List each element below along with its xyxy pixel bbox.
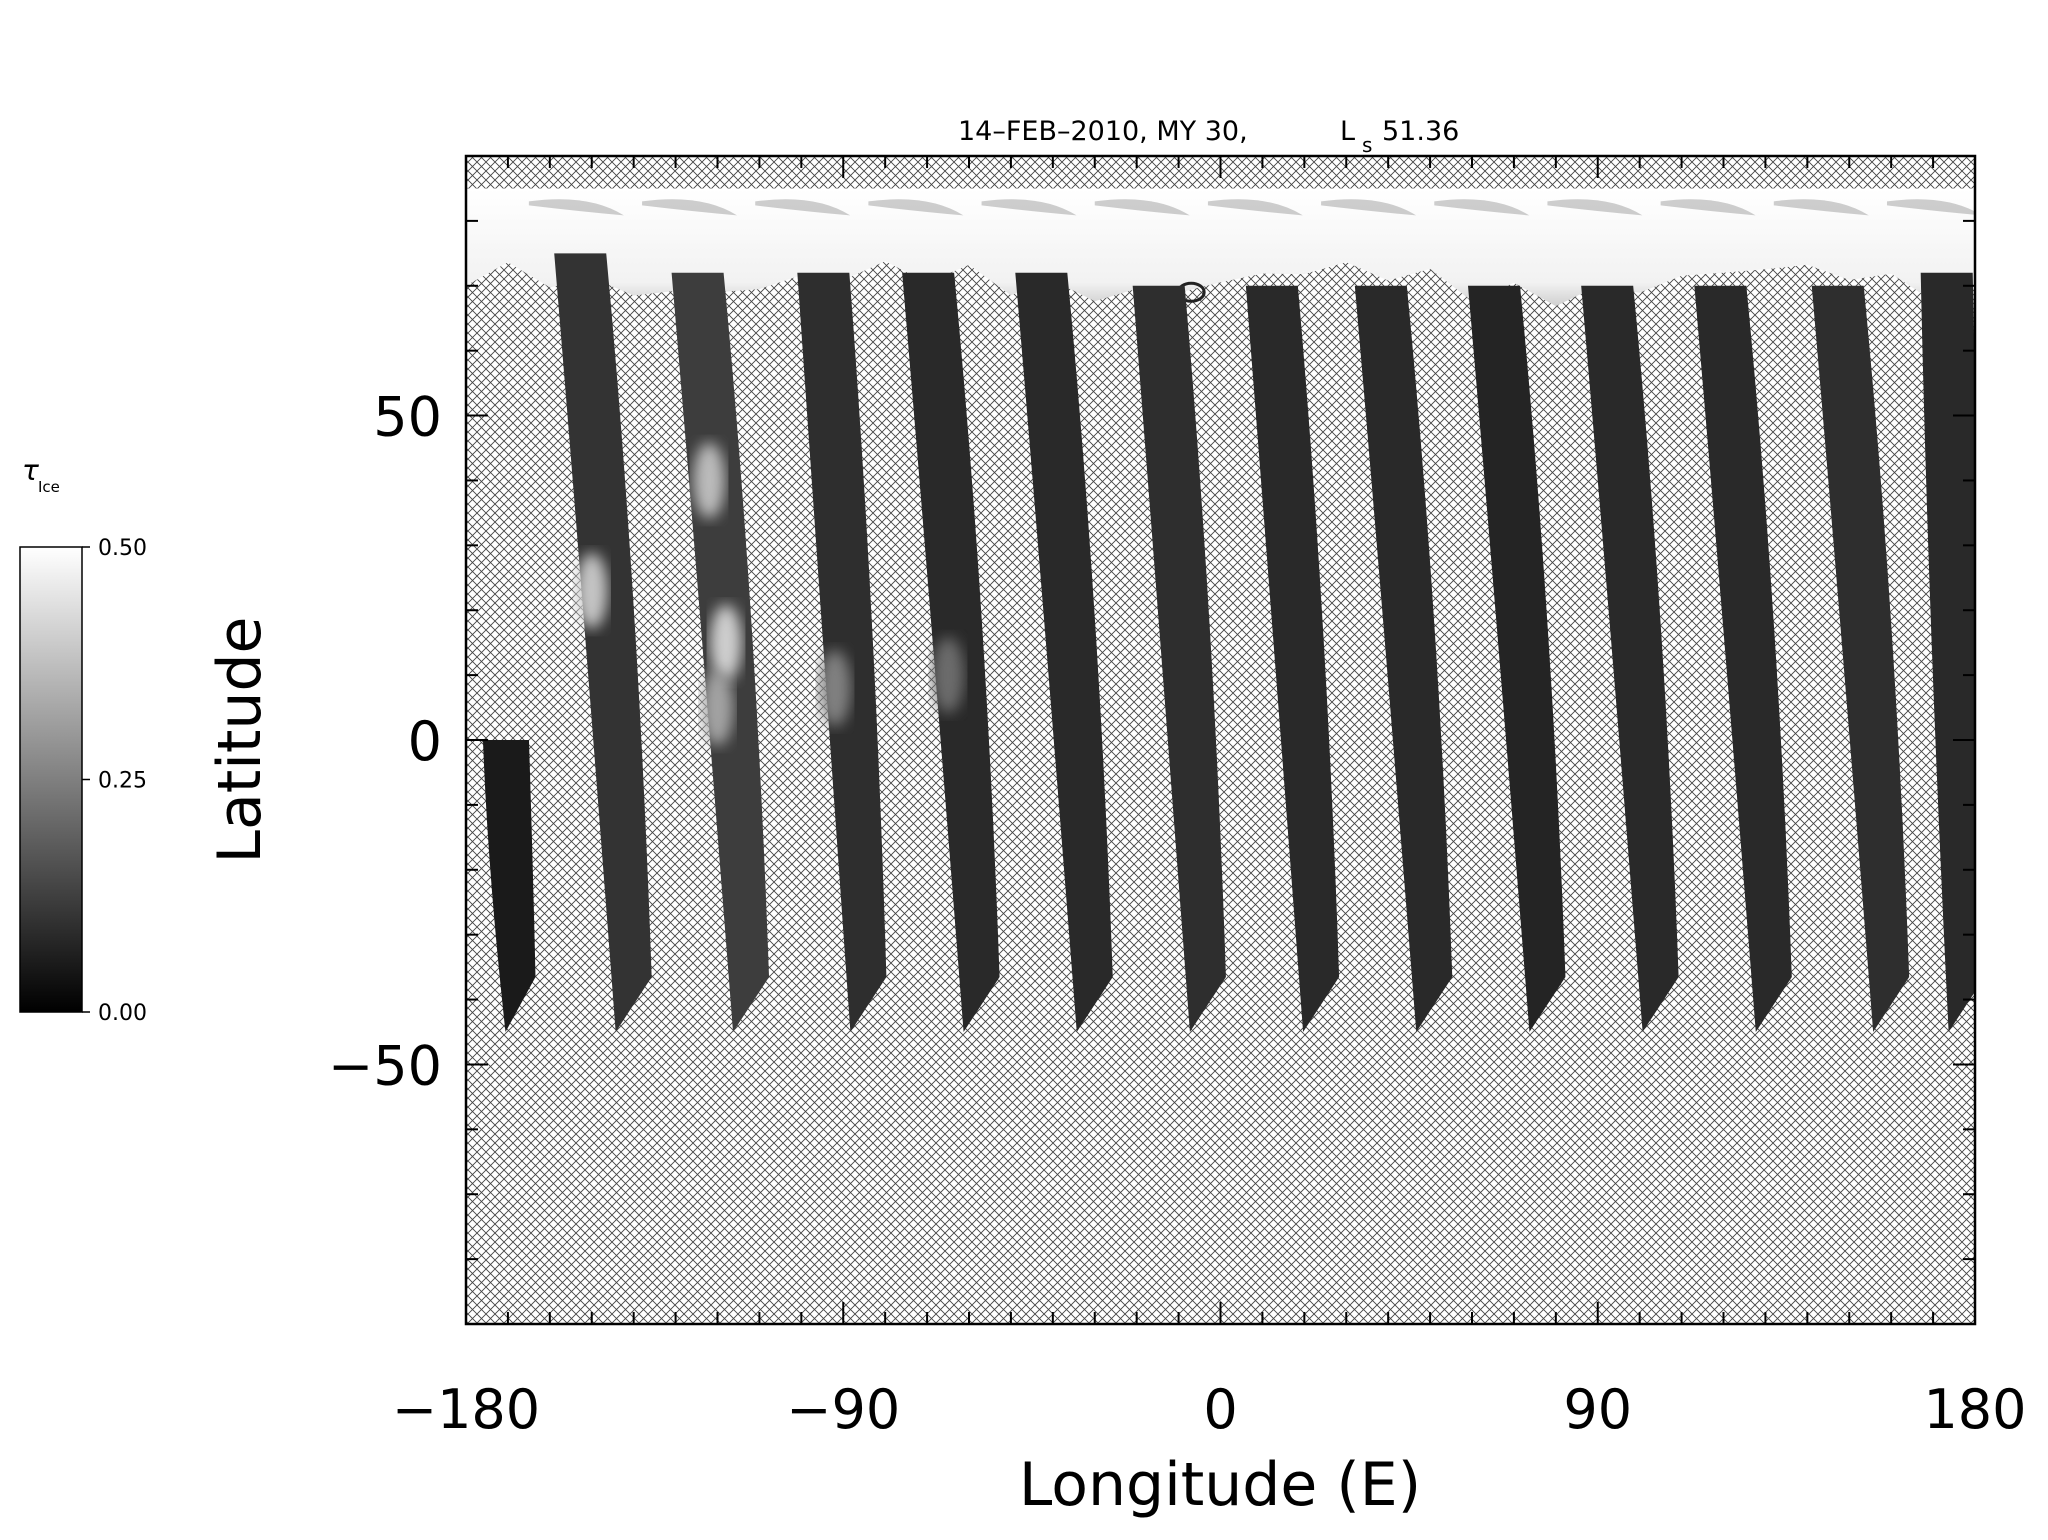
swath-4	[797, 272, 887, 1032]
swath-8	[1245, 285, 1340, 1032]
cap-streak	[1434, 199, 1530, 216]
y-tick-label: −50	[328, 1034, 442, 1097]
cap-streak	[1321, 199, 1417, 216]
swath-7	[1132, 285, 1226, 1032]
colorbar-label-symbol: τ	[22, 454, 39, 487]
y-tick-label: 50	[373, 386, 442, 449]
swath-6	[1015, 272, 1113, 1032]
x-tick-label: −180	[392, 1378, 540, 1441]
cap-streak	[1094, 199, 1190, 216]
cloud-patch-5	[818, 650, 851, 727]
cap-streak	[755, 199, 851, 216]
colorbar: τ Ice 0.50 0.25 0.00	[19, 454, 147, 1026]
bright-patch-layer	[575, 442, 965, 746]
axis-ticks	[465, 155, 1976, 1325]
cap-streak	[1773, 199, 1869, 216]
cap-streak	[1547, 199, 1643, 216]
cloud-patch-4	[701, 669, 734, 746]
swath-12	[1694, 285, 1792, 1032]
cap-streak	[642, 199, 738, 216]
swath-9	[1354, 285, 1453, 1032]
y-axis-label: Latitude	[205, 617, 275, 864]
colorbar-tick-label: 0.25	[98, 769, 147, 794]
cap-streak	[1207, 199, 1303, 216]
x-tick-label: 90	[1563, 1378, 1632, 1441]
colorbar-label-subscript: Ice	[38, 478, 60, 496]
x-axis-label: Longitude (E)	[1019, 1450, 1421, 1520]
swath-1	[482, 740, 536, 1032]
axis-tick-labels: −180 −90 0 90 180 −50 0 50	[328, 386, 2027, 1441]
title-ls-subscript: s	[1362, 133, 1372, 157]
cloud-patch-1	[575, 552, 608, 629]
swath-13	[1811, 285, 1910, 1032]
colorbar-ticks: 0.50 0.25 0.00	[82, 536, 147, 1026]
cap-streak	[528, 199, 624, 216]
cloud-patch-3	[709, 604, 742, 681]
swath-11	[1581, 285, 1679, 1032]
cap-streak	[981, 199, 1077, 216]
title-ls-value: 51.36	[1382, 116, 1459, 147]
x-tick-label: 0	[1203, 1378, 1237, 1441]
cap-streak	[1660, 199, 1756, 216]
y-tick-label: 0	[408, 710, 442, 773]
cap-streak	[868, 199, 964, 216]
colorbar-tick-label: 0.50	[98, 536, 147, 561]
chart-title: 14–FEB–2010, MY 30,	[958, 116, 1248, 147]
swath-10	[1468, 285, 1566, 1032]
cap-streak	[1886, 199, 1975, 215]
x-tick-label: 180	[1923, 1378, 2026, 1441]
cloud-patch-2	[693, 442, 726, 519]
title-ls-symbol: L	[1340, 116, 1355, 147]
swath-14	[1920, 272, 1975, 1032]
cloud-patch-6	[932, 637, 965, 714]
x-tick-label: −90	[786, 1378, 900, 1441]
colorbar-gradient	[19, 546, 83, 1013]
colorbar-tick-label: 0.00	[98, 1001, 147, 1026]
swath-2	[554, 253, 652, 1033]
